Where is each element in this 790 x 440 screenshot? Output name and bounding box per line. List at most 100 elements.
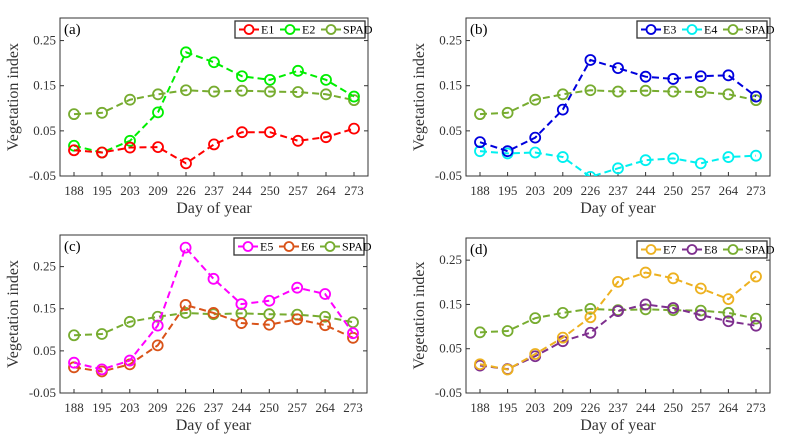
data-point bbox=[529, 348, 542, 360]
data-point bbox=[501, 145, 514, 158]
data-point bbox=[320, 88, 332, 101]
data-point bbox=[347, 327, 359, 340]
data-point bbox=[667, 152, 680, 165]
series-line bbox=[73, 245, 354, 371]
legend-label: E5 bbox=[260, 240, 273, 254]
x-tick-label: 250 bbox=[260, 183, 280, 198]
data-point bbox=[319, 288, 332, 300]
data-point bbox=[722, 293, 735, 306]
data-point bbox=[152, 106, 164, 119]
data-point bbox=[556, 103, 569, 116]
x-tick-label: 237 bbox=[204, 400, 224, 415]
data-point bbox=[292, 64, 304, 77]
data-point bbox=[68, 108, 80, 121]
data-point bbox=[529, 131, 542, 144]
data-point bbox=[180, 157, 192, 170]
data-point bbox=[556, 151, 569, 163]
data-point bbox=[208, 138, 220, 151]
x-tick-label: 203 bbox=[120, 400, 140, 415]
data-point bbox=[722, 151, 735, 163]
x-tick-label: 226 bbox=[176, 183, 196, 198]
data-point bbox=[639, 154, 652, 167]
panel-label: (b) bbox=[470, 22, 488, 38]
data-point bbox=[584, 84, 597, 97]
legend-label: E6 bbox=[301, 240, 314, 254]
x-tick-label: 264 bbox=[719, 400, 739, 415]
legend-item-e3: E3 bbox=[641, 23, 676, 37]
data-point bbox=[123, 315, 136, 328]
data-point bbox=[501, 325, 514, 337]
x-tick-label: 209 bbox=[553, 400, 573, 415]
data-point bbox=[291, 313, 304, 326]
x-tick-label: 237 bbox=[204, 183, 224, 198]
data-point bbox=[474, 108, 486, 121]
data-point bbox=[152, 141, 164, 154]
plot-area bbox=[474, 266, 762, 376]
data-point bbox=[96, 363, 108, 376]
x-tick-label: 264 bbox=[315, 400, 335, 415]
x-tick-label: 195 bbox=[498, 400, 518, 415]
legend-marker bbox=[686, 244, 698, 255]
data-point bbox=[320, 73, 332, 86]
data-point bbox=[236, 126, 248, 139]
series-spad bbox=[68, 84, 360, 121]
y-tick-label: 0.05 bbox=[439, 123, 462, 138]
data-point bbox=[639, 298, 652, 311]
series-e5 bbox=[68, 241, 359, 376]
x-tick-label: 188 bbox=[64, 400, 84, 415]
legend-marker bbox=[283, 241, 295, 252]
y-tick-label: -0.05 bbox=[435, 385, 462, 400]
data-point bbox=[529, 93, 542, 106]
y-tick-label: 0.05 bbox=[439, 341, 462, 356]
data-point bbox=[612, 305, 624, 317]
legend-item-e4: E4 bbox=[682, 23, 717, 37]
plot-area bbox=[474, 54, 762, 176]
y-tick-label: -0.05 bbox=[29, 385, 56, 400]
panel-label: (d) bbox=[470, 242, 488, 258]
x-tick-label: 250 bbox=[663, 400, 683, 415]
data-point bbox=[180, 46, 192, 59]
panel-b: 0.25 0.15 0.05 -0.05 188 195 203 209 226 237 244 25… bbox=[411, 17, 775, 217]
data-point bbox=[348, 122, 360, 135]
x-tick-label: 209 bbox=[148, 400, 168, 415]
data-point bbox=[694, 86, 707, 98]
data-point bbox=[639, 84, 652, 97]
data-point bbox=[235, 317, 248, 329]
data-point bbox=[722, 69, 735, 82]
series-line bbox=[479, 303, 757, 371]
data-point bbox=[179, 241, 192, 254]
data-point bbox=[348, 94, 360, 107]
data-point bbox=[96, 106, 108, 119]
legend-label: E1 bbox=[261, 23, 274, 37]
y-tick-label: 0.15 bbox=[439, 296, 462, 311]
data-point bbox=[694, 304, 707, 317]
legend: E1 E2 SPAD bbox=[234, 20, 373, 39]
data-point bbox=[750, 319, 762, 332]
data-point bbox=[722, 315, 735, 328]
data-point bbox=[750, 94, 762, 107]
legend-label: E8 bbox=[704, 243, 717, 257]
series-e2 bbox=[68, 46, 360, 159]
x-axis-label: Day of year bbox=[176, 200, 252, 217]
data-point bbox=[208, 85, 220, 98]
data-point bbox=[263, 294, 276, 307]
data-point bbox=[96, 328, 108, 340]
data-point bbox=[556, 331, 569, 344]
y-tick-label: 0.25 bbox=[439, 252, 462, 267]
x-axis-label: Day of year bbox=[580, 200, 656, 217]
data-point bbox=[180, 84, 192, 97]
y-axis-label: Vegetation index bbox=[411, 262, 428, 370]
legend-label: SPAD bbox=[342, 240, 372, 254]
data-point bbox=[722, 306, 735, 319]
data-point bbox=[694, 157, 707, 170]
x-tick-label: 209 bbox=[148, 183, 168, 198]
data-point bbox=[612, 162, 624, 175]
legend-marker bbox=[686, 24, 698, 35]
data-point bbox=[612, 85, 624, 98]
legend-marker bbox=[242, 241, 254, 252]
series-line bbox=[73, 89, 355, 116]
legend-marker bbox=[645, 244, 657, 255]
legend: E5 E6 SPAD bbox=[233, 237, 372, 256]
x-axis-label: Day of year bbox=[580, 417, 656, 434]
